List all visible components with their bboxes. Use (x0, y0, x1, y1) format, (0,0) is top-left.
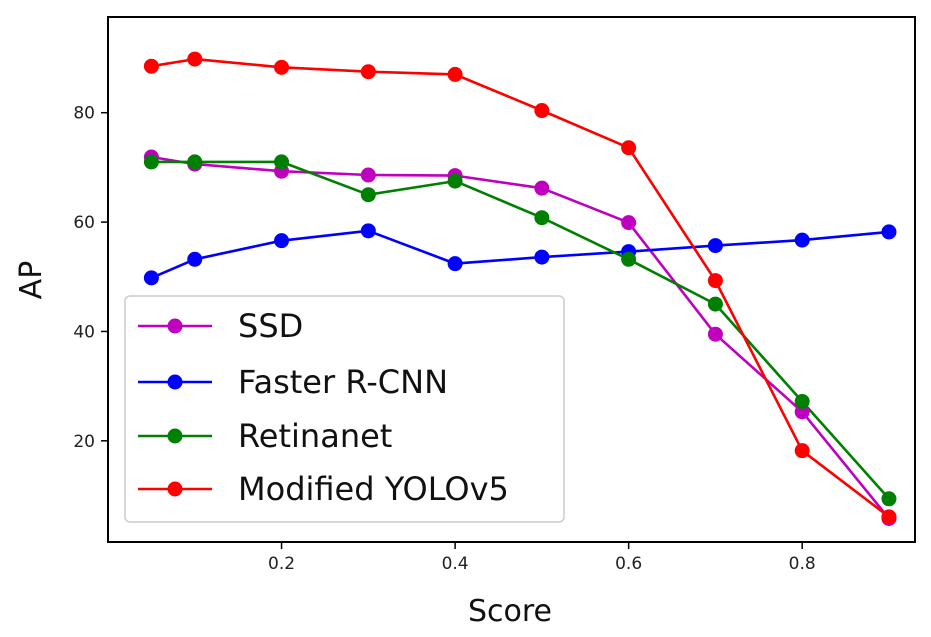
data-point-retinanet (881, 491, 897, 507)
legend-label-retinanet: Retinanet (238, 417, 392, 455)
data-point-modified-yolov5 (274, 59, 290, 75)
series-line-retinanet (151, 160, 890, 500)
legend-marker-ssd (167, 318, 183, 334)
data-point-faster-r-cnn (881, 224, 897, 240)
data-point-faster-r-cnn (707, 238, 723, 254)
y-axis-ticks: 20 40 60 80 (73, 104, 108, 452)
data-point-retinanet (143, 154, 159, 170)
legend-marker-faster-r-cnn (167, 374, 183, 390)
y-tick-label: 60 (73, 213, 95, 233)
x-axis-ticks: 0.2 0.4 0.6 0.8 (268, 542, 816, 574)
legend: SSD Faster R-CNN Retinanet Modified YOLOv5 (124, 295, 565, 523)
x-tick-label: 0.8 (789, 554, 816, 574)
data-point-faster-r-cnn (534, 249, 550, 265)
data-point-ssd (360, 167, 376, 183)
plot-frame (107, 16, 916, 543)
y-tick-label: 40 (73, 322, 95, 342)
data-point-modified-yolov5 (794, 443, 810, 459)
series-line-ssd (151, 155, 891, 520)
data-point-retinanet (274, 154, 290, 170)
y-tick-label: 80 (73, 104, 95, 124)
legend-marker-modified-yolov5 (167, 481, 183, 497)
x-tick-label: 0.4 (442, 554, 469, 574)
data-point-faster-r-cnn (447, 256, 463, 272)
legend-label-ssd: SSD (238, 307, 303, 345)
data-point-modified-yolov5 (707, 273, 723, 289)
series-line-faster-r-cnn (150, 229, 890, 280)
data-point-retinanet (360, 187, 376, 203)
data-point-faster-r-cnn (360, 223, 376, 239)
data-point-modified-yolov5 (881, 509, 897, 525)
legend-box (124, 295, 565, 523)
data-point-retinanet (707, 296, 723, 312)
legend-label-modified-yolov5: Modified YOLOv5 (238, 470, 509, 508)
x-tick-label: 0.2 (268, 554, 295, 574)
series-line-modified-yolov5 (151, 57, 890, 518)
data-point-retinanet (621, 251, 637, 267)
data-point-modified-yolov5 (447, 66, 463, 82)
data-point-modified-yolov5 (360, 64, 376, 80)
series-lines (150, 57, 891, 520)
data-point-retinanet (794, 393, 810, 409)
x-tick-label: 0.6 (615, 554, 642, 574)
y-axis-title: AP (14, 261, 49, 300)
data-point-modified-yolov5 (534, 103, 550, 119)
legend-label-faster-r-cnn: Faster R-CNN (238, 363, 448, 401)
legend-marker-retinanet (167, 428, 183, 444)
data-point-ssd (534, 180, 550, 196)
data-point-retinanet (534, 210, 550, 226)
data-point-modified-yolov5 (621, 140, 637, 156)
x-axis-title: Score (468, 594, 552, 629)
data-point-ssd (621, 215, 637, 231)
data-point-faster-r-cnn (794, 232, 810, 248)
data-point-modified-yolov5 (143, 58, 159, 74)
data-point-ssd (794, 404, 810, 420)
data-point-faster-r-cnn (274, 233, 290, 249)
data-point-faster-r-cnn (187, 251, 203, 267)
data-point-retinanet (187, 154, 203, 170)
data-point-ssd (707, 326, 723, 342)
data-point-retinanet (447, 173, 463, 189)
data-point-modified-yolov5 (187, 51, 203, 67)
y-tick-label: 20 (73, 432, 95, 452)
data-point-faster-r-cnn (143, 270, 159, 286)
series-points (143, 51, 897, 526)
